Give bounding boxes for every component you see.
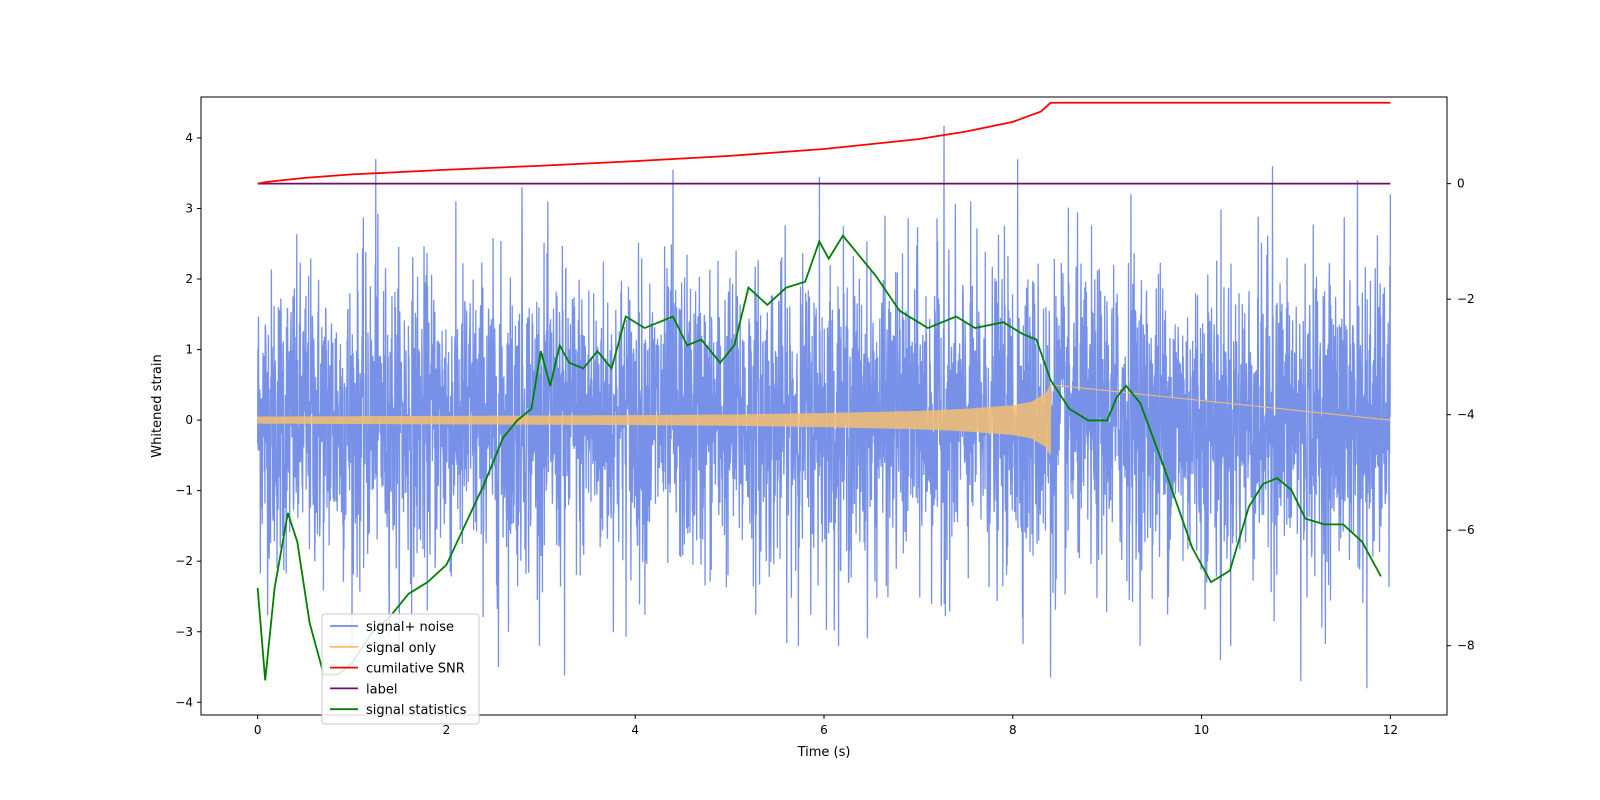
- x-tick-label: 6: [820, 723, 828, 737]
- series-signal-statistics: [256, 234, 1382, 681]
- x-tick-label: 10: [1194, 723, 1209, 737]
- legend-entry: signal only: [366, 641, 436, 656]
- series-signal-noise: [256, 125, 1392, 689]
- y2-tick-label: −4: [1457, 408, 1475, 422]
- legend-entry: label: [366, 682, 397, 697]
- y-tick-label: 2: [185, 272, 193, 286]
- y-axis-label: Whitened strain: [150, 354, 165, 457]
- x-tick-label: 0: [254, 723, 262, 737]
- y-axis-left: −4 −3 −2 −1 0 1 2 3 4: [175, 131, 201, 709]
- y-tick-label: 4: [185, 131, 193, 145]
- y-tick-label: 1: [185, 343, 193, 357]
- x-tick-label: 2: [443, 723, 451, 737]
- y2-tick-label: −2: [1457, 292, 1475, 306]
- y-tick-label: −2: [175, 554, 193, 568]
- legend: signal+ noise signal only cumilative SNR la…: [321, 613, 480, 725]
- x-tick-label: 12: [1383, 723, 1398, 737]
- y-tick-label: −1: [175, 484, 193, 498]
- series-cumulative-snr: [257, 101, 1391, 185]
- legend-entry: signal statistics: [366, 703, 467, 718]
- legend-box: [321, 613, 480, 725]
- x-tick-label: 4: [631, 723, 639, 737]
- y2-tick-label: 0: [1457, 177, 1465, 191]
- legend-entry: cumilative SNR: [366, 662, 465, 677]
- series-signal-only: [257, 384, 1391, 455]
- y-tick-label: 0: [185, 413, 193, 427]
- y-axis-right: 0 −2 −4 −6 −8: [1447, 177, 1475, 653]
- y-tick-label: 3: [185, 201, 193, 215]
- y-tick-label: −3: [175, 625, 193, 639]
- y2-tick-label: −8: [1457, 639, 1475, 653]
- legend-entry: signal+ noise: [366, 620, 454, 635]
- y2-tick-label: −6: [1457, 523, 1475, 537]
- x-tick-label: 8: [1009, 723, 1017, 737]
- x-axis-label: Time (s): [797, 745, 851, 760]
- series-layer: [256, 101, 1392, 689]
- y-tick-label: −4: [175, 695, 193, 709]
